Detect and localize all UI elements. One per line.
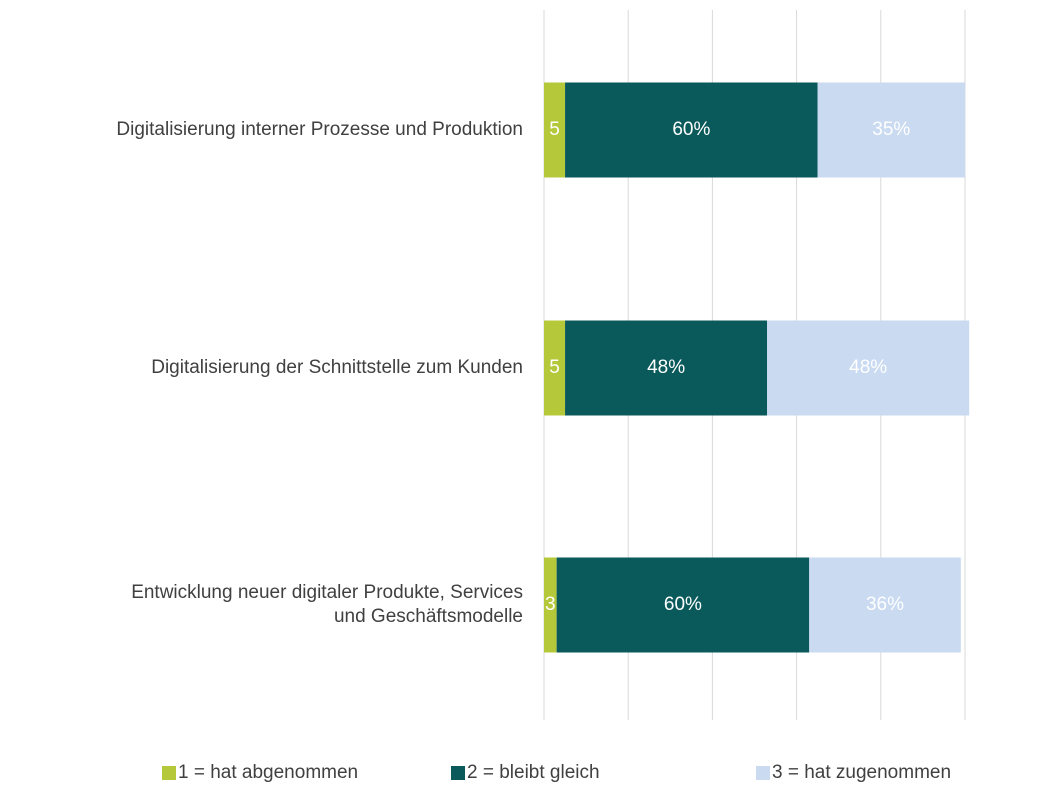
data-label: 48% (849, 357, 887, 378)
data-label: 5 (549, 119, 560, 140)
bar-segment (556, 557, 810, 653)
bar-segment (565, 320, 768, 416)
legend-swatch (451, 766, 465, 780)
legend-swatch (756, 766, 770, 780)
legend-label: 1 = hat abgenommen (178, 762, 358, 783)
bar-segment (565, 82, 818, 178)
data-label: 3 (545, 594, 556, 615)
data-label: 5 (549, 357, 560, 378)
data-label: 35% (872, 119, 910, 140)
category-label: Digitalisierung interner Prozesse und Pr… (116, 119, 523, 140)
data-label: 60% (664, 594, 702, 615)
bar-segment (544, 82, 566, 178)
bar-segment (817, 82, 965, 178)
legend-label: 2 = bleibt gleich (467, 762, 600, 783)
bar-segment (767, 320, 970, 416)
bar-segment (809, 557, 961, 653)
legend-swatch (162, 766, 176, 780)
bar-segment (544, 320, 566, 416)
data-label: 36% (866, 594, 904, 615)
legend-label: 3 = hat zugenommen (772, 762, 951, 783)
bar-segment (544, 557, 557, 653)
data-label: 48% (647, 357, 685, 378)
category-label: Digitalisierung der Schnittstelle zum Ku… (151, 357, 523, 378)
category-label: Entwicklung neuer digitaler Produkte, Se… (131, 582, 523, 627)
data-label: 60% (672, 119, 710, 140)
